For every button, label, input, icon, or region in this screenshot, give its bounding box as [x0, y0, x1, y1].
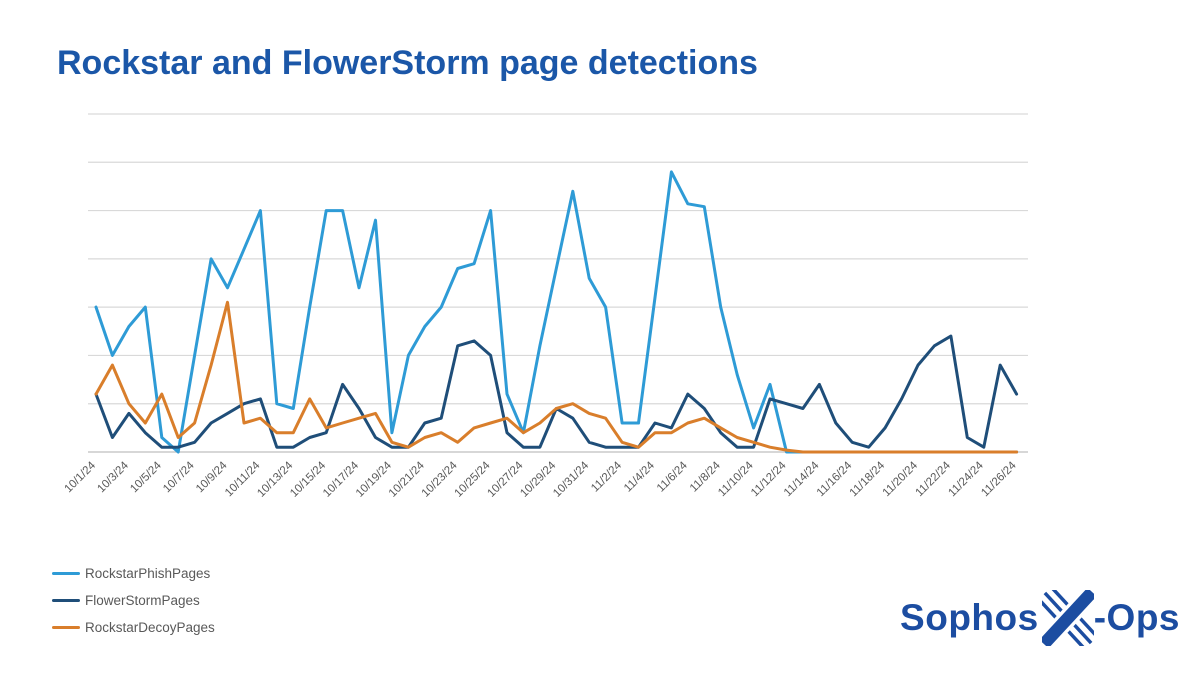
x-tick-label: 10/3/24 — [95, 459, 131, 495]
legend-swatch-rockstardecoypages-icon — [52, 626, 80, 629]
x-tick-label: 10/5/24 — [128, 459, 164, 495]
x-tick-label: 10/31/24 — [551, 459, 592, 500]
logo-text-ops: -Ops — [1093, 597, 1180, 638]
sophos-xops-logo: Sophos -Ops — [900, 590, 1180, 646]
x-tick-label: 11/20/24 — [881, 459, 921, 499]
chart-legend: RockstarPhishPages FlowerStormPages Rock… — [52, 560, 215, 641]
legend-swatch-flowerstormpages-icon — [52, 599, 80, 602]
page-title: Rockstar and FlowerStorm page detections — [57, 44, 758, 82]
logo-text-sophos: Sophos — [900, 597, 1039, 638]
legend-item-flowerstormpages: FlowerStormPages — [52, 587, 215, 614]
x-tick-label: 11/4/24 — [622, 459, 657, 494]
x-tick-label: 11/2/24 — [589, 459, 624, 494]
x-tick-label: 11/26/24 — [979, 459, 1019, 499]
x-tick-label: 11/12/24 — [749, 459, 789, 499]
x-tick-label: 11/18/24 — [848, 459, 888, 499]
line-chart: 10/1/2410/3/2410/5/2410/7/2410/9/2410/11… — [63, 113, 1028, 500]
x-tick-label: 10/7/24 — [161, 459, 197, 495]
logo-x-icon — [1041, 590, 1094, 646]
legend-label: FlowerStormPages — [85, 593, 200, 608]
legend-item-rockstarphishpages: RockstarPhishPages — [52, 560, 215, 587]
series-RockstarDecoyPages — [94, 300, 1019, 454]
x-tick-label: 10/1/24 — [63, 459, 99, 495]
x-tick-label: 11/14/24 — [782, 459, 822, 499]
x-tick-label: 11/6/24 — [655, 459, 690, 494]
legend-label: RockstarDecoyPages — [85, 620, 215, 635]
legend-item-rockstardecoypages: RockstarDecoyPages — [52, 614, 215, 641]
legend-label: RockstarPhishPages — [85, 566, 211, 581]
legend-swatch-rockstarphishpages-icon — [52, 572, 80, 575]
